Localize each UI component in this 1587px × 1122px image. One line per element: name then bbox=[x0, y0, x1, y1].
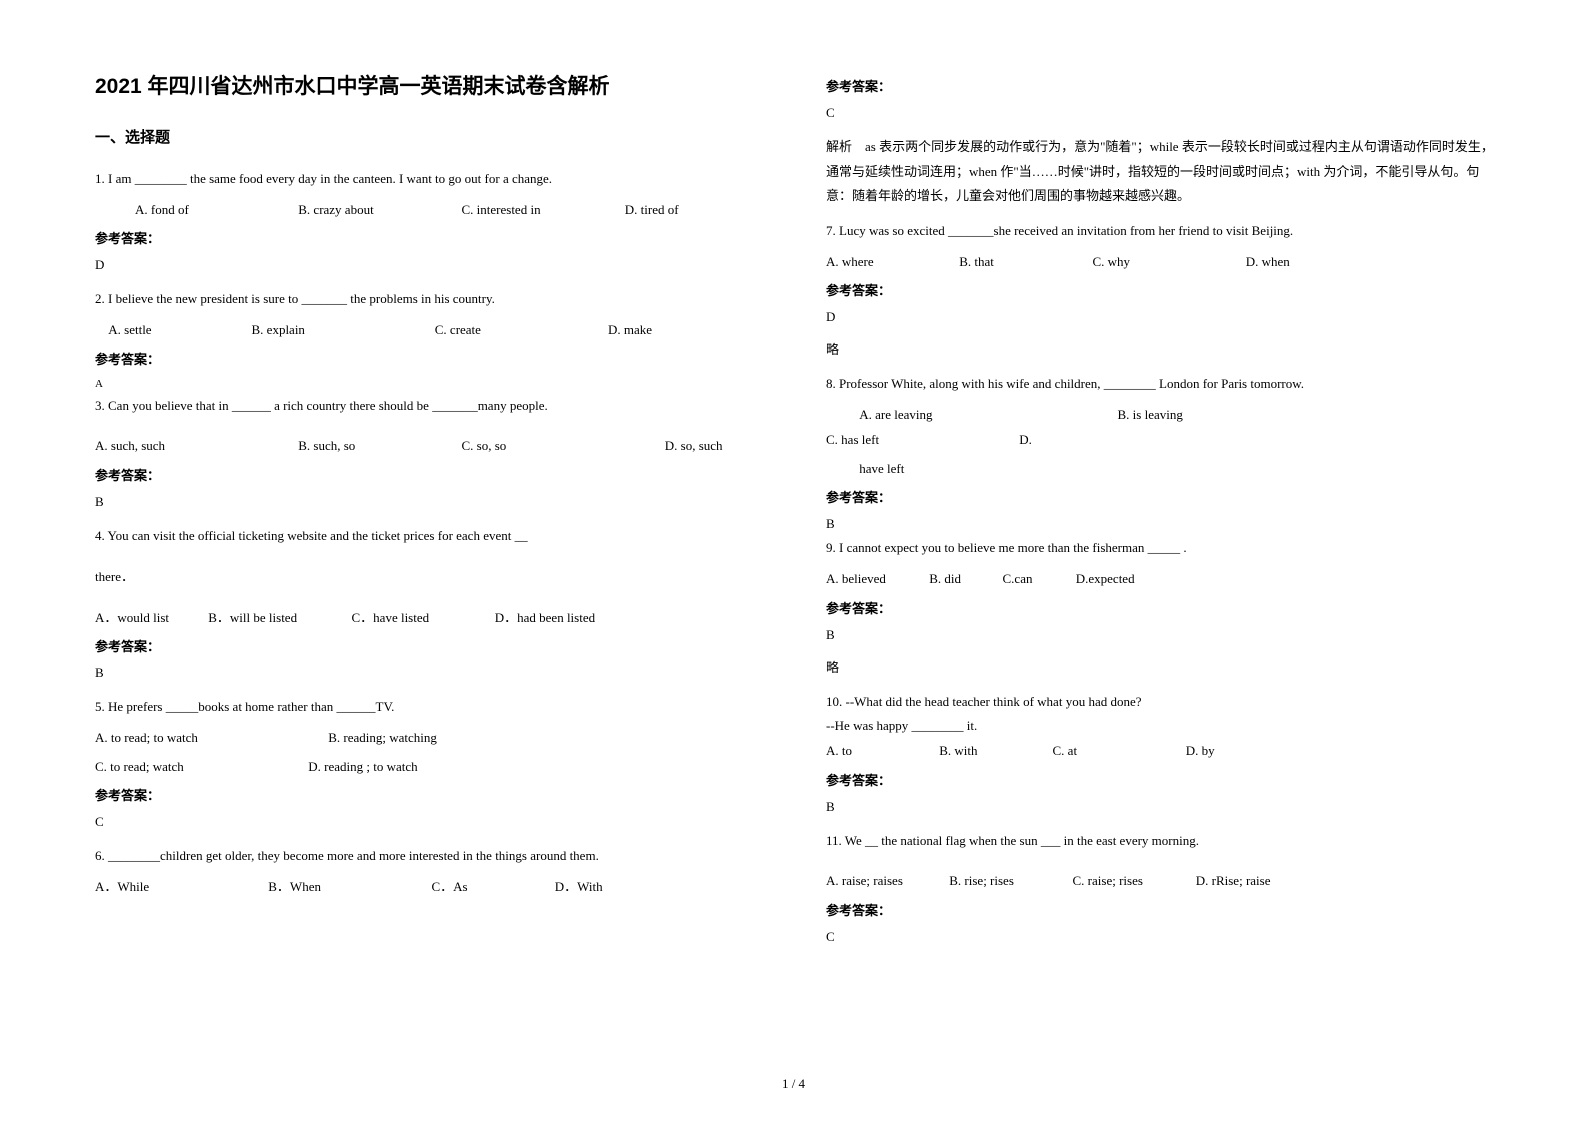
opt-a: A. to read; to watch bbox=[95, 726, 325, 751]
opt-d: D.expected bbox=[1076, 567, 1135, 592]
answer-label: 参考答案： bbox=[826, 76, 1497, 95]
opt-b: B. with bbox=[939, 739, 1049, 764]
opt-a: A. are leaving bbox=[859, 403, 1114, 428]
answer-label: 参考答案： bbox=[826, 487, 1497, 506]
question-9-options: A. believed B. did C.can D.expected bbox=[826, 567, 1497, 592]
question-4-options: A．would list B．will be listed C．have lis… bbox=[95, 606, 766, 631]
question-8-options: A. are leaving B. is leaving C. has left… bbox=[826, 403, 1497, 452]
opt-b: B．will be listed bbox=[208, 606, 348, 631]
opt-c: C.can bbox=[1003, 567, 1073, 592]
opt-c: C. at bbox=[1053, 739, 1183, 764]
opt-b: B. such, so bbox=[298, 434, 458, 459]
page-title: 2021 年四川省达州市水口中学高一英语期末试卷含解析 bbox=[95, 70, 766, 100]
lue-7: 略 bbox=[826, 339, 1497, 358]
answer-4: B bbox=[95, 665, 766, 681]
opt-a: A. such, such bbox=[95, 434, 295, 459]
opt-a: A. raise; raises bbox=[826, 869, 946, 894]
question-8: 8. Professor White, along with his wife … bbox=[826, 372, 1497, 397]
answer-8: B bbox=[826, 516, 1497, 532]
page-number: 1 / 4 bbox=[0, 1076, 1587, 1092]
opt-d: D. by bbox=[1186, 739, 1215, 764]
question-3: 3. Can you believe that in ______ a rich… bbox=[95, 394, 766, 419]
answer-6: C bbox=[826, 105, 1497, 121]
answer-9: B bbox=[826, 627, 1497, 643]
answer-7: D bbox=[826, 309, 1497, 325]
answer-3: B bbox=[95, 494, 766, 510]
opt-b: B. explain bbox=[252, 318, 432, 343]
opt-c: C. why bbox=[1093, 250, 1243, 275]
opt-b: B. is leaving bbox=[1118, 403, 1328, 428]
answer-10: B bbox=[826, 799, 1497, 815]
explanation-6: 解析 as 表示两个同步发展的动作或行为，意为"随着"；while 表示一段较长… bbox=[826, 135, 1497, 209]
answer-label: 参考答案： bbox=[95, 349, 766, 368]
opt-c: C. to read; watch bbox=[95, 755, 305, 780]
question-9: 9. I cannot expect you to believe me mor… bbox=[826, 536, 1497, 561]
question-5-options-2: C. to read; watch D. reading ; to watch bbox=[95, 755, 766, 780]
opt-d: D. so, such bbox=[665, 434, 723, 459]
opt-d-pref: D. bbox=[1019, 428, 1032, 453]
lue-9: 略 bbox=[826, 657, 1497, 676]
question-3-options: A. such, such B. such, so C. so, so D. s… bbox=[95, 434, 766, 459]
opt-c: C. interested in bbox=[462, 198, 622, 223]
answer-label: 参考答案： bbox=[826, 598, 1497, 617]
answer-label: 参考答案： bbox=[826, 900, 1497, 919]
question-11: 11. We __ the national flag when the sun… bbox=[826, 829, 1497, 854]
answer-label: 参考答案： bbox=[826, 770, 1497, 789]
answer-label: 参考答案： bbox=[95, 785, 766, 804]
opt-a: A．would list bbox=[95, 606, 205, 631]
opt-d: D. tired of bbox=[625, 198, 679, 223]
opt-d: D. when bbox=[1246, 250, 1290, 275]
question-10: 10. --What did the head teacher think of… bbox=[826, 690, 1497, 715]
opt-b: B. did bbox=[929, 567, 999, 592]
question-8-options-2: have left bbox=[826, 457, 1497, 482]
opt-c: C. raise; rises bbox=[1073, 869, 1193, 894]
answer-11: C bbox=[826, 929, 1497, 945]
question-6: 6. ________children get older, they beco… bbox=[95, 844, 766, 869]
opt-d: D．had been listed bbox=[495, 606, 595, 631]
question-7-options: A. where B. that C. why D. when bbox=[826, 250, 1497, 275]
opt-c: C. so, so bbox=[462, 434, 662, 459]
question-5: 5. He prefers _____books at home rather … bbox=[95, 695, 766, 720]
question-1: 1. I am ________ the same food every day… bbox=[95, 167, 766, 192]
question-2: 2. I believe the new president is sure t… bbox=[95, 287, 766, 312]
answer-label: 参考答案： bbox=[95, 228, 766, 247]
answer-5: C bbox=[95, 814, 766, 830]
answer-1: D bbox=[95, 257, 766, 273]
question-7: 7. Lucy was so excited _______she receiv… bbox=[826, 219, 1497, 244]
opt-d: D. reading ; to watch bbox=[308, 755, 417, 780]
opt-a: A. believed bbox=[826, 567, 926, 592]
opt-a: A. fond of bbox=[135, 198, 295, 223]
opt-b: B. reading; watching bbox=[328, 726, 437, 751]
opt-c: C．have listed bbox=[352, 606, 492, 631]
section-heading: 一、选择题 bbox=[95, 126, 766, 147]
question-4: 4. You can visit the official ticketing … bbox=[95, 524, 766, 549]
answer-label: 参考答案： bbox=[826, 280, 1497, 299]
opt-c: C. has left bbox=[826, 428, 1016, 453]
opt-a: A. to bbox=[826, 739, 936, 764]
answer-2: A bbox=[95, 378, 766, 390]
opt-b: B. crazy about bbox=[298, 198, 458, 223]
opt-b: B. rise; rises bbox=[949, 869, 1069, 894]
opt-c: C．As bbox=[432, 875, 552, 900]
opt-d: D. rRise; raise bbox=[1196, 869, 1271, 894]
question-4b: there． bbox=[95, 565, 766, 590]
answer-label: 参考答案： bbox=[95, 636, 766, 655]
question-11-options: A. raise; raises B. rise; rises C. raise… bbox=[826, 869, 1497, 894]
answer-label: 参考答案： bbox=[95, 465, 766, 484]
opt-b: B．When bbox=[268, 875, 428, 900]
opt-d: have left bbox=[859, 457, 904, 482]
opt-c: C. create bbox=[435, 318, 605, 343]
opt-d: D. make bbox=[608, 318, 652, 343]
opt-a: A. where bbox=[826, 250, 956, 275]
opt-a: A．While bbox=[95, 875, 265, 900]
opt-d: D．With bbox=[555, 875, 603, 900]
question-5-options-1: A. to read; to watch B. reading; watchin… bbox=[95, 726, 766, 751]
question-10b: --He was happy ________ it. bbox=[826, 714, 1497, 739]
opt-a: A. settle bbox=[108, 318, 248, 343]
question-2-options: A. settle B. explain C. create D. make bbox=[95, 318, 766, 343]
question-6-options: A．While B．When C．As D．With bbox=[95, 875, 766, 900]
question-10-options: A. to B. with C. at D. by bbox=[826, 739, 1497, 764]
question-1-options: A. fond of B. crazy about C. interested … bbox=[95, 198, 766, 223]
opt-b: B. that bbox=[959, 250, 1089, 275]
